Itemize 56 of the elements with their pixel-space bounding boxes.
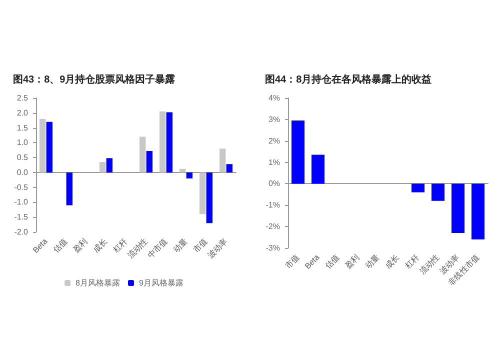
x-tick-label: 盈利	[344, 252, 362, 270]
y-tick-label: 0.5	[16, 153, 29, 162]
y-tick-label: 2.5	[16, 94, 29, 102]
bar	[186, 172, 192, 178]
legend-label: 9月风格暴露	[139, 278, 184, 288]
bar	[180, 168, 186, 172]
chart-title: 图44：8月持仓在各风格暴露上的收益	[265, 74, 432, 86]
bar	[140, 136, 146, 172]
bar	[46, 122, 52, 172]
x-tick-label: 估值	[324, 252, 342, 270]
bar	[166, 112, 172, 172]
bar	[432, 184, 444, 201]
x-tick-label: Beta	[31, 236, 50, 255]
y-tick-label: 1.5	[16, 123, 29, 132]
y-tick-label: 3%	[268, 114, 280, 124]
y-tick-label: -1.0	[14, 198, 29, 207]
bar	[206, 172, 212, 224]
x-tick-label: 动量	[172, 236, 190, 254]
chart-title: 图43：8、9月持仓股票风格因子暴露	[13, 74, 176, 86]
x-tick-label: 市值	[284, 252, 302, 270]
bar	[412, 184, 424, 192]
x-tick-label: 估值	[52, 236, 70, 254]
bar	[200, 172, 206, 214]
bar	[146, 151, 152, 172]
y-tick-label: 4%	[268, 94, 280, 102]
bar	[292, 120, 304, 184]
x-tick-label: 成长	[92, 236, 110, 254]
x-tick-label: 盈利	[72, 236, 90, 254]
x-tick-label: 成长	[384, 252, 402, 270]
bar	[66, 172, 72, 206]
y-tick-label: 2%	[268, 136, 280, 146]
x-tick-label: 市值	[192, 236, 210, 254]
bar	[160, 111, 166, 172]
bar	[472, 184, 484, 240]
bar	[220, 148, 226, 172]
y-tick-label: 0%	[268, 179, 280, 188]
y-tick-label: 0.0	[16, 168, 29, 177]
bar	[40, 118, 46, 172]
bar	[312, 154, 324, 184]
y-tick-label: 2.0	[16, 108, 29, 118]
bar	[100, 162, 106, 172]
bar	[226, 164, 232, 172]
x-tick-label: Beta	[303, 252, 322, 271]
y-tick-label: -3%	[266, 244, 280, 252]
x-tick-label: 动量	[364, 252, 382, 270]
y-tick-label: -0.5	[14, 182, 29, 192]
x-tick-label: 流动性	[418, 252, 442, 276]
y-tick-label: -1%	[266, 200, 280, 210]
y-tick-label: -1.5	[14, 212, 29, 222]
bar	[106, 158, 112, 172]
bar	[452, 184, 464, 233]
y-tick-label: -2%	[266, 222, 280, 232]
y-tick-label: 1.0	[16, 138, 29, 148]
legend-label: 8月风格暴露	[76, 278, 120, 288]
y-tick-label: -2.0	[14, 228, 29, 236]
y-tick-label: 1%	[268, 158, 280, 167]
